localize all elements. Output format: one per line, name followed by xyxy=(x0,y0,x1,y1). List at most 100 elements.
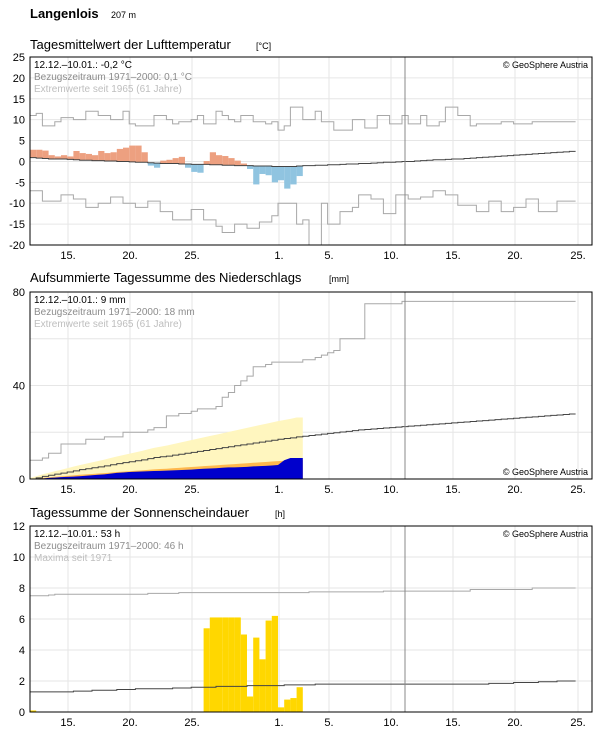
temperature-anomaly-bar xyxy=(104,153,111,162)
temperature-anomaly-bar xyxy=(54,156,61,159)
y-tick-label: 8 xyxy=(19,583,25,595)
temperature-anomaly-bar xyxy=(166,159,173,164)
temperature-anomaly-bar xyxy=(240,163,247,166)
sunshine-bar xyxy=(240,634,247,712)
sunshine-bar xyxy=(234,617,241,712)
sunshine-bar xyxy=(296,687,303,712)
x-tick-label: 20. xyxy=(122,484,137,496)
precipitation-observed-area xyxy=(30,457,303,479)
sunshine-grid xyxy=(30,525,592,713)
x-tick-label: 15. xyxy=(60,484,75,496)
temperature-anomaly-bar xyxy=(265,166,272,176)
x-tick-label: 20. xyxy=(122,250,137,262)
x-tick-label: 15. xyxy=(445,484,460,496)
precipitation-x-ticks: 15. 20. 25. 1. 5. 10. 15. 20. 25. xyxy=(60,484,585,496)
sunshine-bar xyxy=(203,628,210,712)
temperature-anomaly-bar xyxy=(290,166,297,185)
temperature-anomaly-bar xyxy=(296,166,303,177)
y-tick-label: 4 xyxy=(19,645,25,657)
precipitation-lines xyxy=(30,300,576,480)
x-tick-label: 20. xyxy=(507,250,522,262)
precipitation-title: Aufsummierte Tagessumme des Niederschlag… xyxy=(30,270,302,285)
temperature-copyright: © GeoSphere Austria xyxy=(503,60,588,70)
precipitation-panel: Aufsummierte Tagessumme des Niederschlag… xyxy=(13,270,593,496)
normal-temperature-line xyxy=(30,150,576,167)
y-tick-label: 12 xyxy=(13,521,25,533)
x-tick-label: 5. xyxy=(324,717,333,729)
x-tick-label: 15. xyxy=(445,250,460,262)
x-tick-label: 20. xyxy=(507,717,522,729)
sunshine-period-value: 12.12.–10.01.: 53 h xyxy=(34,529,120,540)
temperature-anomaly-bar xyxy=(247,165,254,169)
temperature-anomaly-bar xyxy=(36,149,43,159)
y-tick-label: 6 xyxy=(19,614,25,626)
precipitation-period-value: 12.12.–10.01.: 9 mm xyxy=(34,295,126,306)
y-tick-label: -15 xyxy=(9,219,25,231)
temperature-anomaly-bar xyxy=(48,155,55,159)
y-tick-label: 10 xyxy=(13,552,25,564)
sunshine-bar xyxy=(278,707,285,712)
sunshine-bar xyxy=(228,617,235,712)
sunshine-x-ticks: 15. 20. 25. 1. 5. 10. 15. 20. 25. xyxy=(60,717,585,729)
x-tick-label: 10. xyxy=(383,717,398,729)
temperature-anomaly-bar xyxy=(209,152,216,165)
temperature-anomaly-bar xyxy=(191,164,198,172)
x-tick-label: 10. xyxy=(383,484,398,496)
sunshine-bar xyxy=(265,620,272,712)
temperature-anomaly-bar xyxy=(110,152,117,162)
sunshine-lines xyxy=(30,587,576,693)
temperature-anomaly-bar xyxy=(154,163,161,168)
temperature-anomaly-bar xyxy=(197,164,204,173)
temperature-period-value: 12.12.–10.01.: -0,2 °C xyxy=(34,60,132,71)
x-tick-label: 20. xyxy=(122,717,137,729)
temperature-anomaly-bar xyxy=(30,149,37,158)
temperature-anomaly-bar xyxy=(73,151,80,160)
station-name: Langenlois xyxy=(30,6,99,21)
temperature-anomaly-bar xyxy=(141,152,148,163)
sunshine-bar xyxy=(290,698,297,712)
temperature-anomaly-bar xyxy=(278,166,285,181)
temperature-anomaly-bar xyxy=(135,145,142,163)
y-tick-label: 2 xyxy=(19,676,25,688)
x-tick-label: 25. xyxy=(570,250,585,262)
temperature-title: Tagesmittelwert der Lufttemperatur xyxy=(30,37,232,52)
temperature-anomaly-bar xyxy=(203,161,210,165)
temperature-anomaly-bar xyxy=(178,156,185,164)
y-tick-label: 20 xyxy=(13,73,25,85)
sunshine-extremes: Maxima seit 1971 xyxy=(34,553,113,564)
normal-sunshine-line xyxy=(30,680,576,693)
sunshine-bar xyxy=(247,696,254,712)
x-tick-label: 10. xyxy=(383,250,398,262)
precipitation-y-ticks: 80 40 0 xyxy=(13,287,25,486)
temperature-anomaly-bar xyxy=(98,151,105,161)
y-tick-label: 0 xyxy=(19,156,25,168)
sunshine-bars xyxy=(30,615,303,712)
temperature-extremes: Extremwerte seit 1965 (61 Jahre) xyxy=(34,84,182,95)
sunshine-bar xyxy=(216,617,223,712)
temperature-reference: Bezugszeitraum 1971–2000: 0,1 °C xyxy=(34,72,192,83)
temperature-y-ticks: 25 20 15 10 5 0 -5 -10 -15 -20 xyxy=(9,52,25,252)
precipitation-areas xyxy=(30,417,303,479)
sunshine-bar xyxy=(253,637,260,712)
x-tick-label: 25. xyxy=(570,484,585,496)
temperature-anomaly-bar xyxy=(85,153,92,161)
y-tick-label: -20 xyxy=(9,240,25,252)
temperature-panel: Tagesmittelwert der Lufttemperatur [°C] … xyxy=(9,37,593,262)
sunshine-y-ticks: 12 10 8 6 4 2 0 xyxy=(13,521,25,719)
y-tick-label: 0 xyxy=(19,474,25,486)
sunshine-bar xyxy=(209,617,216,712)
y-tick-label: 25 xyxy=(13,52,25,64)
y-tick-label: 10 xyxy=(13,115,25,127)
precipitation-reference: Bezugszeitraum 1971–2000: 18 mm xyxy=(34,307,195,318)
temperature-anomaly-bar xyxy=(61,155,68,159)
temperature-anomaly-bar xyxy=(147,162,154,166)
temperature-anomaly-bar xyxy=(123,147,130,162)
temperature-anomaly-bar xyxy=(216,155,223,165)
temperature-anomaly-bar xyxy=(92,155,99,161)
sunshine-reference: Bezugszeitraum 1971–2000: 46 h xyxy=(34,541,184,552)
temperature-anomaly-bar xyxy=(222,156,229,166)
sunshine-copyright: © GeoSphere Austria xyxy=(503,529,588,539)
precipitation-extremes: Extremwerte seit 1965 (61 Jahre) xyxy=(34,319,182,330)
temperature-anomaly-bar xyxy=(129,145,136,162)
